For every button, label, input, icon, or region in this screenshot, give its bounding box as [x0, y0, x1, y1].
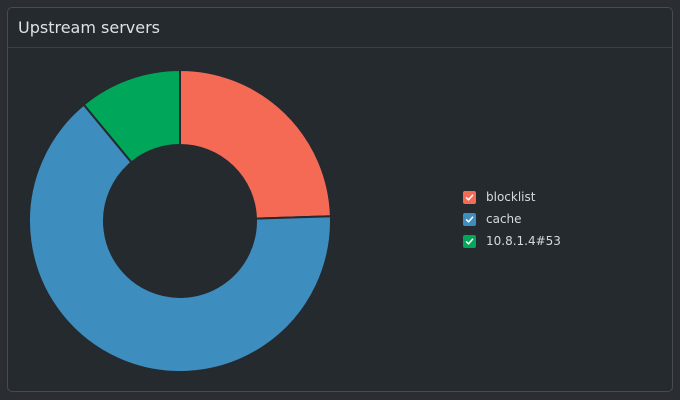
legend-item-cache[interactable]: cache: [463, 208, 561, 230]
upstream-servers-panel: Upstream servers blocklist cache 10.8.1.4#…: [7, 7, 673, 392]
legend-checkbox[interactable]: [463, 212, 476, 226]
legend-checkbox[interactable]: [463, 234, 476, 248]
panel-title: Upstream servers: [18, 18, 161, 37]
legend-item-10-8-1-4-53[interactable]: 10.8.1.4#53: [463, 230, 561, 252]
legend-label: 10.8.1.4#53: [486, 234, 561, 248]
slice-10-8-1-4-53[interactable]: [82, 68, 181, 164]
check-icon: [465, 237, 474, 245]
chart-legend: blocklist cache 10.8.1.4#53: [463, 186, 561, 252]
legend-checkbox[interactable]: [463, 190, 476, 204]
legend-label: blocklist: [486, 190, 536, 204]
slice-blocklist[interactable]: [179, 68, 332, 220]
check-icon: [465, 193, 474, 201]
panel-header: Upstream servers: [8, 8, 672, 48]
check-icon: [465, 215, 474, 223]
donut-chart: [28, 68, 332, 373]
legend-item-blocklist[interactable]: blocklist: [463, 186, 561, 208]
slice-cache[interactable]: [28, 103, 332, 373]
legend-label: cache: [486, 212, 522, 226]
